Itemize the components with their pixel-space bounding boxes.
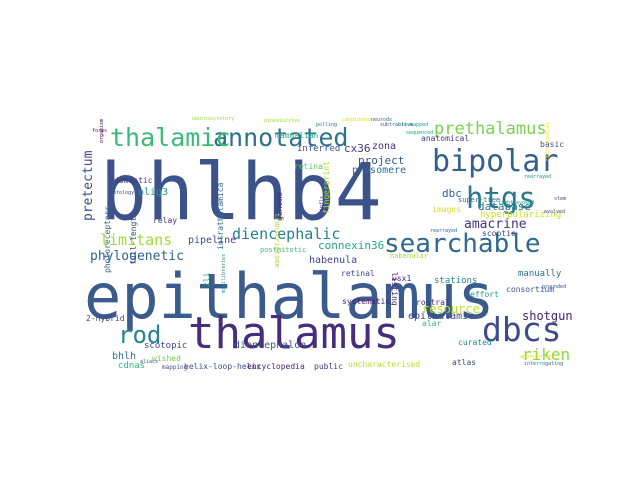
word: postmitotic [260, 246, 307, 254]
word: inferred [297, 144, 341, 154]
word: riken [522, 345, 571, 364]
word: thalamic [110, 123, 231, 152]
word: 2-hybrid [86, 314, 125, 323]
word: cdnas [118, 361, 146, 371]
word: super-tree [458, 196, 501, 204]
word: bhlhb4 [100, 148, 382, 238]
word: rod [118, 321, 162, 349]
word: polling [316, 122, 338, 128]
word: transcriptome [273, 213, 281, 268]
word: light-evoked [498, 200, 535, 206]
word: mammalian [275, 131, 319, 140]
word: consortium [506, 285, 555, 294]
word: minilibraries [221, 253, 227, 293]
word: shotgun [522, 309, 573, 323]
word: systematic [342, 297, 391, 306]
word: ontology [110, 190, 135, 196]
word: effort [470, 290, 499, 299]
word: stations [434, 276, 478, 286]
word: dbc [442, 187, 462, 200]
word: connexin36 [318, 239, 385, 252]
word: phylogenetic [90, 249, 184, 264]
word: domestic [114, 176, 153, 185]
word: habenular [390, 252, 428, 260]
word: photoreceptors [103, 205, 112, 273]
word: database [478, 200, 531, 213]
word: retinal [341, 269, 375, 278]
word: candidates [342, 117, 373, 123]
word: pinealocytes [264, 118, 301, 124]
word: habenula [309, 255, 358, 266]
word: pretectum [81, 150, 96, 221]
word: diencephalon [234, 340, 307, 351]
word: cross-species [545, 121, 551, 161]
word: grounded [542, 284, 567, 290]
word: thalamus [188, 308, 400, 359]
word: scotopic [144, 341, 188, 351]
word: uncharacterised [348, 360, 421, 369]
word: rearrayed [524, 174, 552, 180]
word: limitans [100, 231, 173, 249]
word: neurosecretory [192, 116, 235, 122]
word: scoptic [482, 229, 516, 238]
word: atlas [452, 358, 477, 367]
word: zli [202, 272, 211, 287]
word: bio-mapped [398, 122, 429, 128]
word: encyclopedia [247, 362, 305, 371]
word: approaching [520, 354, 554, 360]
word: epithalamic [408, 311, 475, 322]
word: mapping [162, 364, 188, 371]
word: olig3 [138, 187, 169, 198]
word: zona [372, 141, 397, 152]
word: bipolar [432, 144, 559, 179]
word: public [314, 362, 343, 371]
word: prosomere [352, 165, 407, 176]
word: sequenced [406, 130, 434, 136]
word: intrathalamica [216, 182, 225, 250]
word: resource [422, 302, 480, 316]
word: evolved [544, 209, 566, 215]
word: forms [92, 128, 108, 134]
word-cloud: epithalamus bhlhb4 thalamus annotated th… [80, 115, 576, 375]
word: full-length [129, 212, 138, 265]
word: wished [152, 354, 181, 363]
word: rostral [416, 298, 450, 307]
word: relay [153, 216, 178, 225]
word: organism [99, 118, 105, 143]
word: dbcs [482, 310, 562, 349]
word: prethalamus [434, 119, 547, 139]
word: cx36 [344, 142, 371, 155]
word: pipeline [188, 235, 237, 246]
word: curated [458, 338, 492, 347]
word: subtractive [380, 122, 414, 128]
word: retina [294, 162, 323, 171]
word: alar [422, 319, 442, 328]
word: bhlh [112, 351, 137, 362]
word: vsx1 [392, 274, 412, 283]
word: annotated [213, 123, 349, 152]
word: amacrine [464, 217, 527, 232]
word: neurods [371, 117, 393, 123]
word: interrogating [524, 361, 564, 367]
word: htgs [466, 181, 536, 215]
word: hyperpolarizing [480, 210, 562, 220]
word: searchable [384, 229, 541, 259]
word: diencephalic [232, 225, 341, 243]
word: images [432, 205, 461, 214]
word: project [358, 154, 405, 167]
word: anatomical [421, 134, 470, 143]
word: manually [518, 269, 562, 279]
word: aliacs [140, 359, 159, 365]
word: rearrayed [430, 228, 458, 234]
word: infls [319, 195, 325, 211]
word: helix-loop-helix [184, 362, 262, 371]
word: epithalamus [84, 260, 495, 333]
word: basic [540, 140, 565, 149]
word: stem [554, 196, 567, 202]
